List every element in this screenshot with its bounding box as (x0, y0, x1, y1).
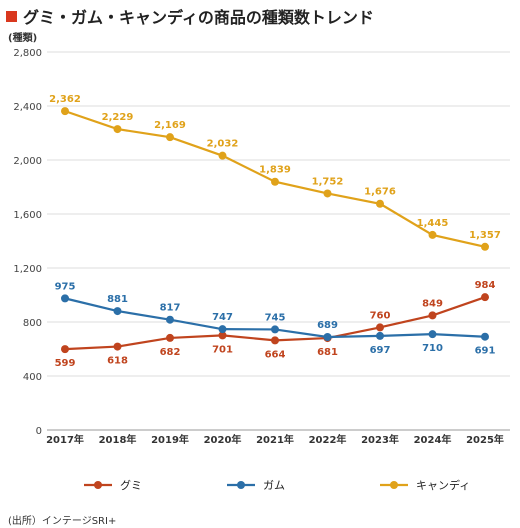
data-point (218, 325, 227, 334)
data-label: 689 (317, 320, 338, 331)
y-tick-label: 0 (36, 426, 42, 437)
data-point (113, 307, 122, 316)
data-label: 747 (212, 312, 233, 323)
x-tick-label: 2023年 (361, 433, 399, 446)
data-point (113, 125, 122, 134)
x-tick-label: 2024年 (414, 433, 452, 446)
data-point (166, 133, 174, 142)
data-point (481, 332, 489, 341)
data-label: 2,229 (102, 112, 134, 123)
legend-label: キャンディ (416, 478, 470, 492)
x-tick-label: 2021年 (256, 433, 294, 446)
data-label: 599 (55, 358, 76, 369)
legend-label: グミ (120, 478, 142, 492)
y-tick-label: 2,400 (13, 102, 42, 113)
data-point (376, 199, 384, 208)
data-label: 697 (370, 345, 391, 356)
data-label: 701 (212, 344, 233, 355)
data-point (61, 345, 69, 354)
data-label: 681 (317, 347, 338, 358)
y-tick-label: 2,800 (13, 48, 42, 59)
data-point (166, 333, 174, 342)
data-point (481, 242, 489, 251)
data-point (271, 325, 279, 334)
data-point (271, 177, 279, 186)
data-point (428, 330, 437, 339)
x-tick-label: 2017年 (46, 433, 84, 446)
data-label: 710 (422, 343, 443, 354)
legend-label: ガム (263, 479, 285, 492)
data-point (428, 230, 437, 239)
data-label: 2,169 (154, 120, 186, 131)
chart-title-row: グミ・ガム・キャンディの商品の種類数トレンド (6, 4, 374, 28)
data-point (271, 336, 279, 345)
data-label: 1,676 (364, 187, 396, 198)
legend-marker (237, 481, 245, 489)
title-marker (6, 10, 17, 22)
data-label: 745 (265, 312, 286, 323)
x-tick-label: 2019年 (151, 433, 189, 446)
data-point (218, 151, 227, 160)
legend-marker (94, 481, 102, 489)
data-point (481, 293, 489, 302)
x-tick-label: 2022年 (309, 433, 347, 446)
data-label: 1,839 (259, 165, 291, 176)
data-label: 664 (265, 349, 286, 360)
y-tick-label: 2,000 (13, 156, 42, 167)
x-tick-label: 2020年 (204, 433, 242, 446)
data-point (376, 323, 384, 332)
data-label: 691 (475, 346, 496, 357)
data-point (166, 315, 174, 324)
data-point (323, 332, 332, 341)
data-point (218, 331, 227, 340)
data-point (61, 294, 69, 303)
data-point (376, 331, 384, 340)
data-label: 849 (422, 298, 443, 309)
data-label: 1,752 (312, 176, 344, 187)
y-tick-label: 1,200 (13, 264, 42, 275)
data-label: 618 (107, 356, 128, 367)
data-label: 984 (475, 280, 496, 291)
data-label: 1,357 (469, 230, 501, 241)
x-tick-label: 2025年 (466, 433, 504, 446)
data-point (61, 107, 69, 116)
y-tick-label: 1,600 (13, 210, 42, 221)
legend-marker (390, 481, 398, 489)
data-label: 2,032 (207, 139, 239, 150)
y-tick-label: 800 (23, 318, 42, 329)
x-tick-label: 2018年 (99, 433, 137, 446)
data-label: 975 (55, 281, 76, 292)
y-tick-label: 400 (23, 372, 42, 383)
data-point (113, 342, 122, 351)
data-point (323, 189, 332, 198)
data-label: 817 (160, 303, 181, 314)
data-label: 682 (160, 347, 181, 358)
data-label: 760 (370, 310, 391, 321)
data-label: 2,362 (49, 94, 81, 105)
y-axis-unit-label: (種類) (8, 33, 38, 44)
source-note: (出所）インテージSRI+ (8, 516, 117, 527)
data-label: 1,445 (417, 218, 449, 229)
chart-title: グミ・ガム・キャンディの商品の種類数トレンド (23, 8, 374, 27)
data-label: 881 (107, 294, 128, 305)
data-point (428, 311, 437, 320)
